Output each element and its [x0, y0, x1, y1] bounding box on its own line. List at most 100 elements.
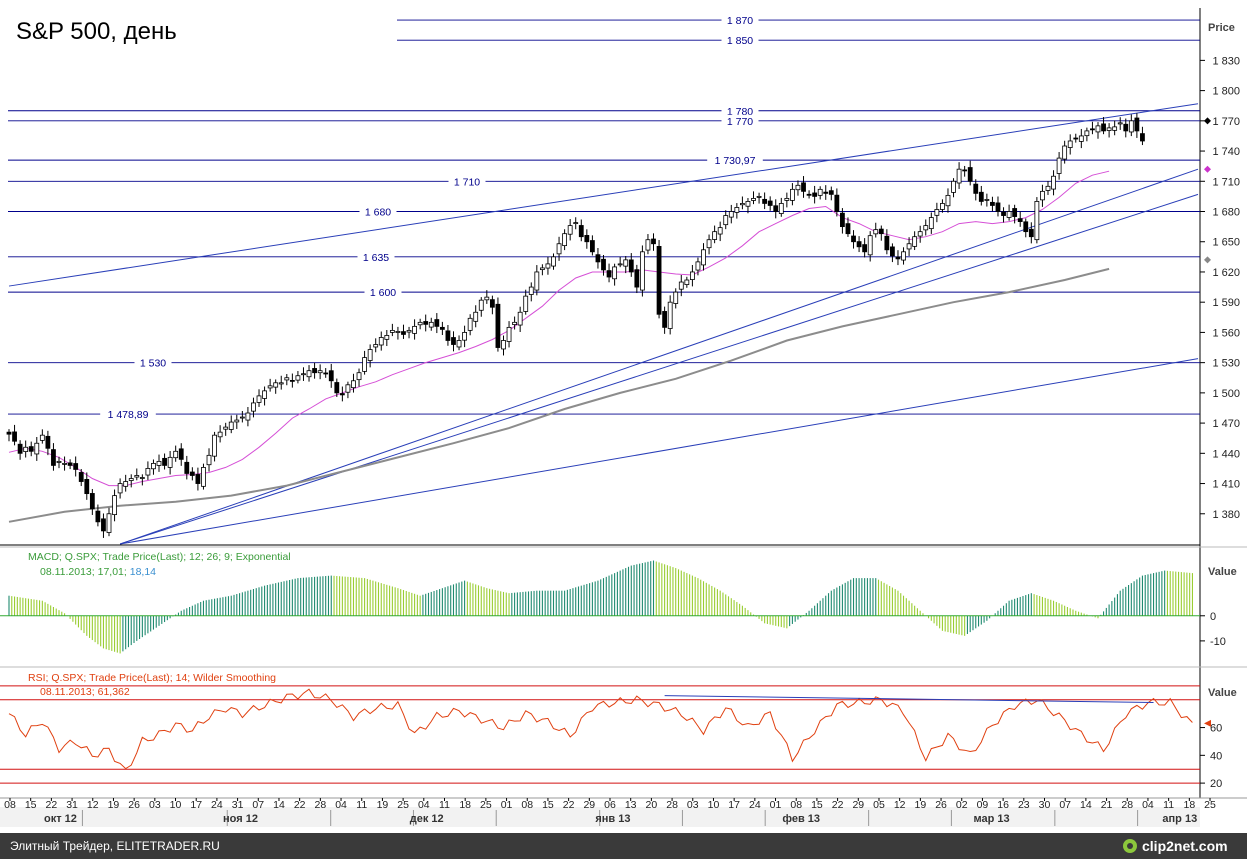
- candle-59: [334, 378, 340, 397]
- candle-body: [517, 311, 523, 326]
- candle-body: [523, 295, 529, 312]
- candle-body: [12, 431, 17, 442]
- x-tick-label-4: 12: [87, 799, 99, 811]
- x-tick-label-3: 31: [66, 799, 78, 811]
- month-label-ноя-12: ноя 12: [223, 813, 258, 825]
- candle-17: [101, 513, 106, 538]
- candle-140: [784, 192, 790, 208]
- level-label-1478-89: 1 478,89: [108, 409, 149, 421]
- candle-9: [56, 456, 62, 469]
- level-label-1530: 1 530: [140, 358, 166, 370]
- price-axis: Price 1 830 1 800 1 770 1 740 1 710 1 680 1 65…: [1200, 22, 1240, 521]
- candle-30: [173, 445, 179, 462]
- candle-body: [1045, 185, 1051, 191]
- x-tick-label-7: 03: [149, 799, 161, 811]
- candle-153: [856, 236, 862, 253]
- x-tick-label-20: 04: [418, 799, 430, 811]
- candle-body: [656, 246, 662, 315]
- candle-72: [406, 326, 412, 339]
- candle-56: [317, 364, 323, 380]
- x-tick-label-9: 17: [190, 799, 202, 811]
- candle-body: [173, 450, 179, 459]
- candle-142: [795, 180, 801, 196]
- candle-74: [417, 318, 423, 330]
- price-tick-label-1560: 1 560: [1212, 327, 1240, 339]
- price-tick-label-1500: 1 500: [1212, 388, 1240, 400]
- x-tick-label-29: 06: [604, 799, 616, 811]
- candle-201: [1123, 118, 1129, 138]
- candle-171: [956, 162, 962, 189]
- candle-body: [990, 201, 995, 206]
- candle-body: [601, 258, 606, 271]
- candle-body: [373, 344, 379, 348]
- candle-53: [301, 367, 306, 381]
- candle-65: [367, 344, 373, 368]
- candle-34: [195, 467, 201, 491]
- candle-58: [328, 363, 334, 388]
- candle-body: [256, 395, 262, 403]
- candle-body: [934, 209, 940, 216]
- candle-body: [423, 321, 429, 325]
- candle-body: [351, 380, 356, 389]
- candle-0: [6, 429, 12, 442]
- candle-body: [339, 393, 345, 396]
- candle-body: [62, 462, 67, 465]
- candle-body: [651, 238, 656, 245]
- candle-body: [573, 222, 579, 224]
- candle-188: [1051, 170, 1056, 196]
- candle-151: [845, 217, 851, 237]
- candle-body: [762, 198, 768, 204]
- candle-body: [584, 235, 590, 243]
- candle-88: [495, 297, 501, 352]
- candle-61: [345, 381, 351, 399]
- candle-125: [701, 243, 706, 271]
- candle-158: [884, 229, 890, 255]
- candle-66: [373, 338, 379, 353]
- candle-123: [689, 264, 695, 287]
- trend-line-3: [119, 193, 1199, 545]
- candle-body: [234, 419, 240, 423]
- price-marker-3: [1204, 256, 1211, 264]
- x-tick-label-21: 11: [439, 799, 450, 811]
- candle-body: [723, 215, 729, 226]
- candle-91: [512, 316, 518, 330]
- candle-body: [834, 194, 840, 212]
- rsi-line: [8, 688, 1193, 770]
- price-candles: [6, 113, 1145, 538]
- x-tick-label-8: 10: [170, 799, 182, 811]
- candle-190: [1062, 140, 1068, 164]
- candle-body: [945, 194, 951, 207]
- candle-body: [745, 201, 751, 207]
- candle-body: [301, 373, 306, 376]
- candle-10: [62, 456, 67, 471]
- candle-body: [784, 198, 790, 201]
- candle-body: [639, 251, 645, 291]
- candle-18: [106, 507, 112, 537]
- candle-body: [412, 325, 417, 334]
- candle-body: [345, 384, 351, 393]
- candle-187: [1045, 181, 1051, 195]
- candle-180: [1006, 204, 1012, 221]
- rsi-marker: [1204, 719, 1211, 727]
- candle-189: [1056, 152, 1062, 180]
- candle-body: [478, 299, 484, 311]
- candle-112: [628, 253, 634, 277]
- candle-90: [506, 321, 512, 348]
- candle-6: [39, 429, 45, 444]
- candle-body: [595, 254, 601, 263]
- candle-93: [523, 289, 529, 315]
- candle-body: [884, 235, 890, 251]
- price-tick-label-1770: 1 770: [1212, 116, 1240, 128]
- candle-body: [195, 474, 201, 484]
- candle-body: [551, 256, 556, 267]
- candle-body: [912, 236, 918, 247]
- candle-202: [1128, 114, 1134, 137]
- candle-body: [567, 225, 573, 235]
- candle-body: [384, 335, 390, 340]
- x-tick-label-42: 05: [873, 799, 885, 811]
- candle-146: [817, 186, 823, 200]
- chart-title: S&P 500, день: [16, 18, 177, 45]
- candle-body: [278, 382, 284, 385]
- candle-148: [828, 186, 834, 201]
- x-tick-label-39: 15: [811, 799, 823, 811]
